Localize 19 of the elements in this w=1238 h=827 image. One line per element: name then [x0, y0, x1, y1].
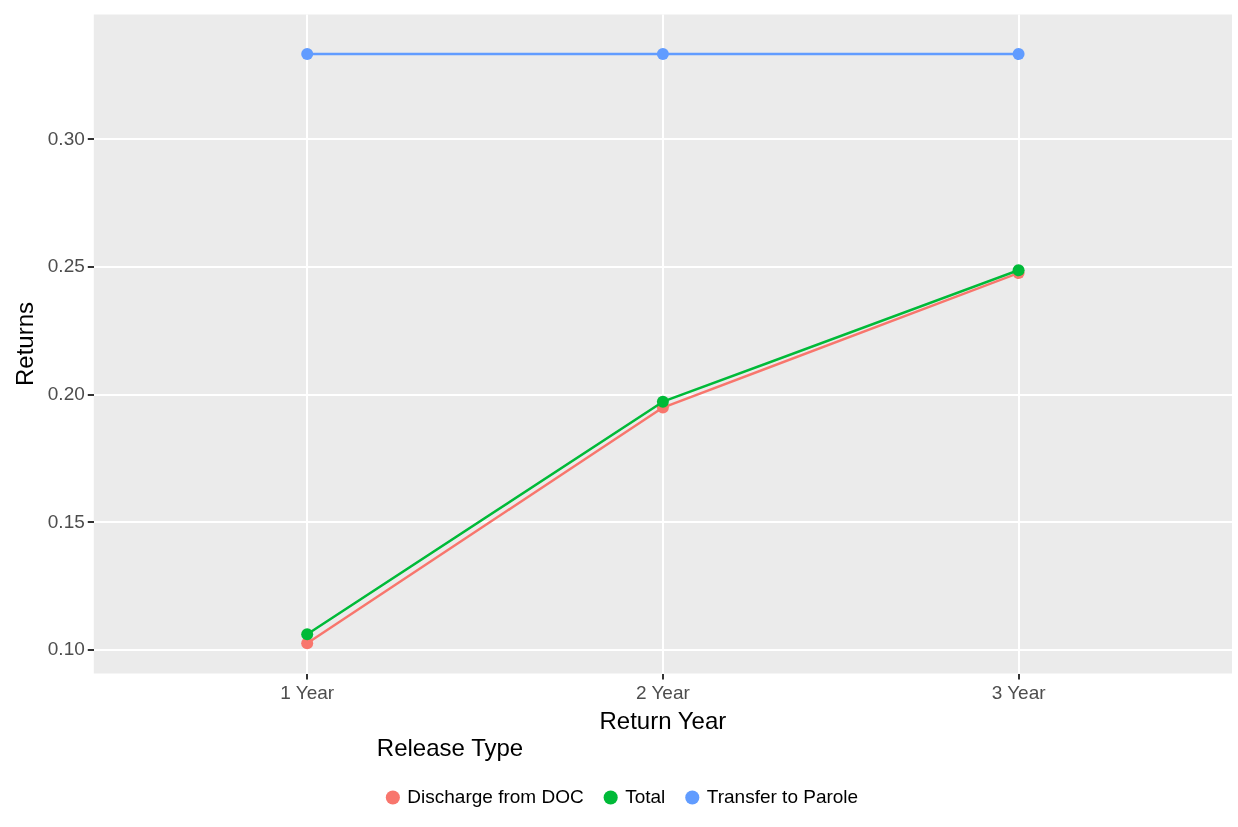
y-tick-label: 0.15 — [47, 510, 85, 532]
point — [301, 47, 314, 60]
legend-label: Total — [625, 785, 666, 807]
point — [301, 628, 314, 641]
x-tick-label: 3 Year — [991, 682, 1047, 704]
x-axis-title: Return Year — [599, 707, 727, 735]
legend-label: Transfer to Parole — [706, 785, 859, 807]
point — [1012, 47, 1025, 60]
y-tick-label: 0.20 — [47, 383, 85, 405]
y-tick-label: 0.10 — [47, 638, 85, 660]
legend-title: Release Type — [376, 733, 524, 761]
x-tick-label: 2 Year — [635, 682, 691, 704]
legend-label: Discharge from DOC — [407, 785, 584, 807]
y-axis-title: Returns — [11, 301, 39, 387]
y-tick-label: 0.30 — [47, 127, 85, 149]
point — [656, 47, 669, 60]
point — [656, 395, 669, 408]
y-tick-label: 0.25 — [47, 255, 85, 277]
x-tick-label: 1 Year — [280, 682, 335, 704]
